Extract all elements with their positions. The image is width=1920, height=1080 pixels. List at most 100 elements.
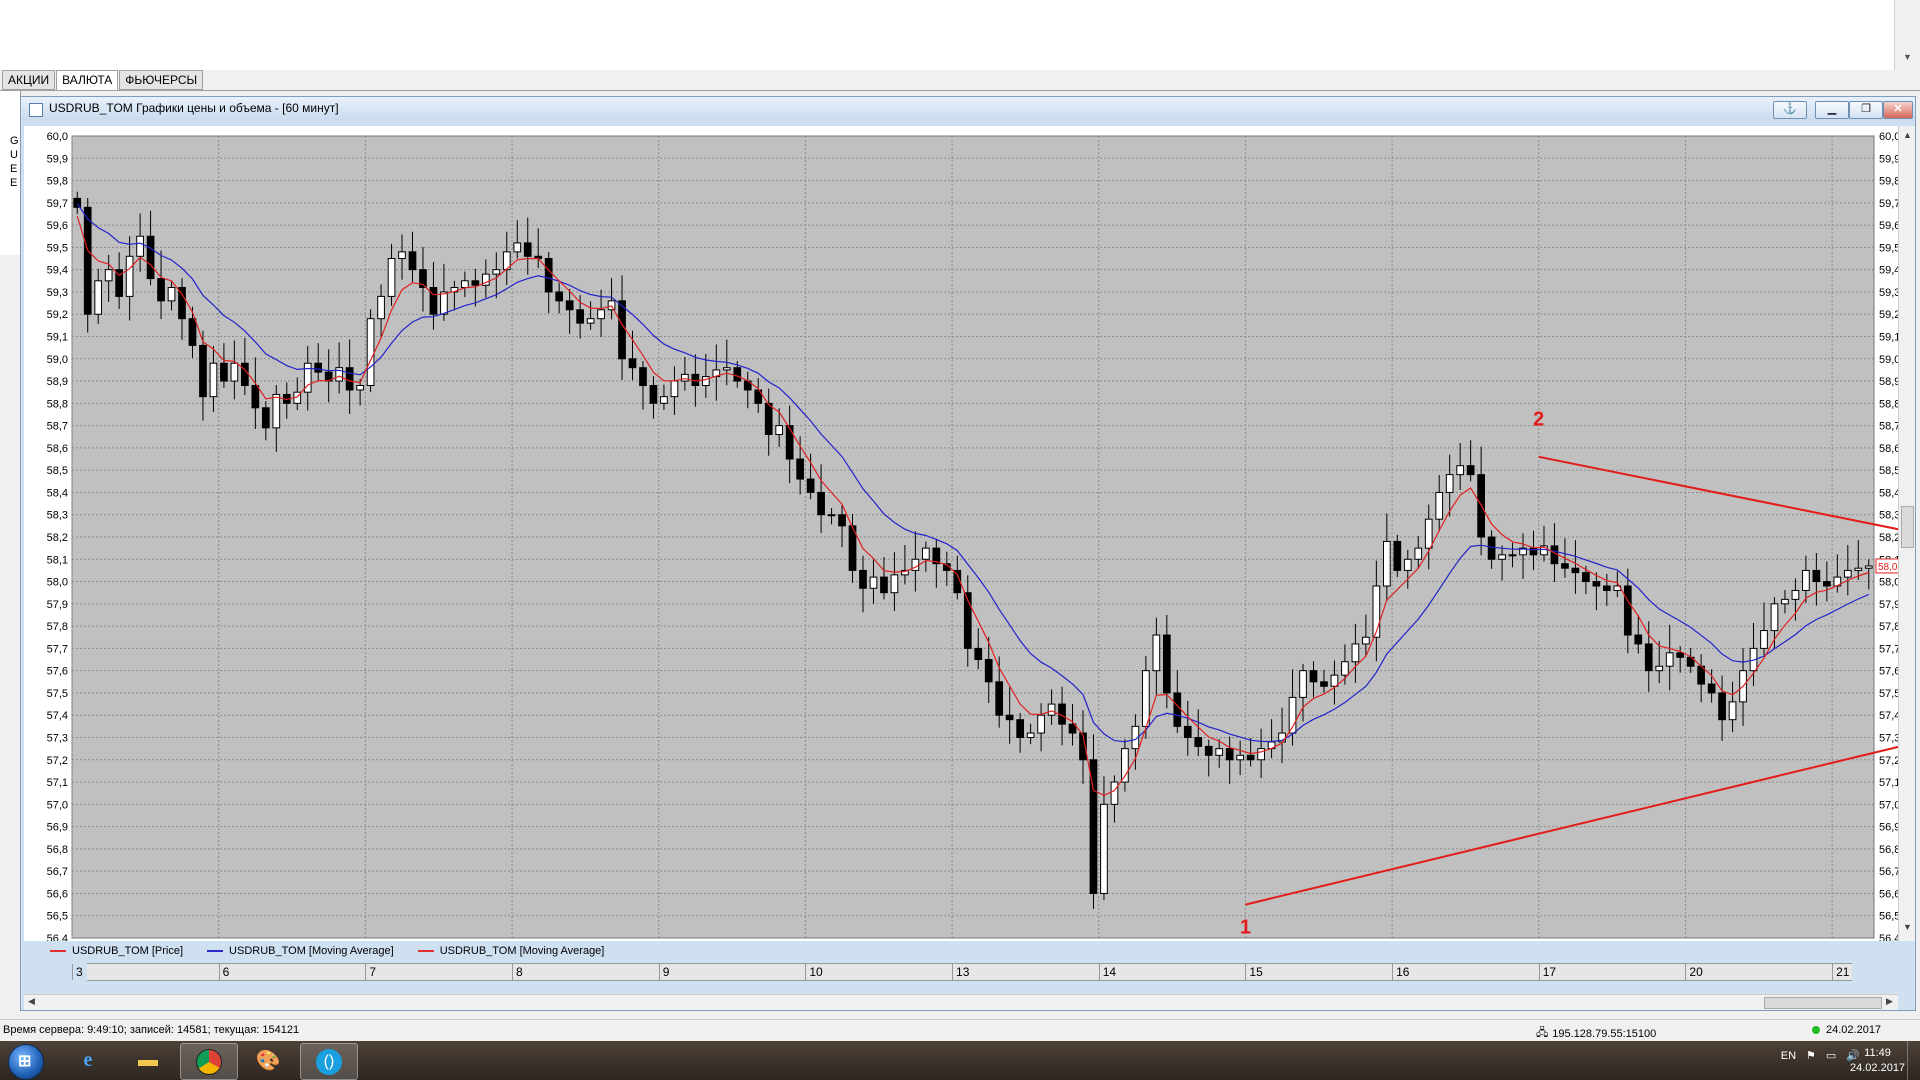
restore-button[interactable]: ❐ — [1849, 101, 1883, 119]
anchor-icon: ⚓ — [1783, 103, 1797, 115]
candle-body — [984, 659, 993, 683]
candle-body — [1812, 569, 1821, 583]
candle-body — [1435, 491, 1444, 520]
paint-icon[interactable]: 🎨 — [255, 1050, 281, 1072]
language-indicator[interactable]: EN — [1780, 1049, 1797, 1062]
candle-body — [146, 235, 155, 280]
candle-body — [995, 681, 1004, 716]
clock[interactable]: 11:49 24.02.2017 — [1850, 1046, 1905, 1076]
date-tick — [72, 964, 73, 980]
candle-body — [157, 278, 165, 302]
scroll-down-icon[interactable]: ▼ — [1903, 52, 1912, 62]
candle-body — [261, 407, 270, 429]
connected-indicator-icon — [1812, 1026, 1820, 1034]
candle-body — [1299, 670, 1307, 698]
chart-area[interactable]: 60,0 60,0 59,9 59,9 59,8 59,8 59,7 59,7 59,6 59,6… — [24, 126, 1920, 945]
candle-body — [649, 385, 658, 404]
close-button[interactable]: ✕ — [1883, 101, 1913, 119]
candle-body — [963, 592, 972, 649]
scroll-right-icon[interactable]: ▶ — [1886, 996, 1893, 1006]
candle-body — [932, 547, 941, 565]
candle-body — [1864, 565, 1873, 569]
tab-stocks[interactable]: АКЦИИ — [2, 70, 56, 90]
minimize-button[interactable]: ▁ — [1815, 101, 1849, 119]
y-tick-label-left: 57,8 — [47, 621, 68, 633]
date-tick — [952, 964, 954, 980]
date-label: 7 — [369, 965, 377, 979]
file-explorer-icon[interactable]: ▬ — [138, 1049, 158, 1071]
trading-app-icon[interactable]: () — [300, 1043, 358, 1080]
y-tick-label-left: 56,7 — [47, 866, 68, 878]
pin-button[interactable]: ⚓ — [1773, 101, 1807, 119]
y-tick-label-left: 58,6 — [47, 443, 68, 455]
network-icon[interactable]: ▭ — [1825, 1050, 1837, 1062]
candle-body — [1215, 748, 1224, 756]
candle-body — [209, 362, 218, 398]
candle-body — [167, 286, 176, 302]
candle-body — [1026, 732, 1035, 738]
legend-item-price: USDRUB_TOM [Price] — [50, 945, 183, 957]
candle-body — [785, 425, 794, 460]
candle-body — [419, 269, 427, 288]
market-tabs: АКЦИИ ВАЛЮТА ФЬЮЧЕРСЫ — [2, 70, 204, 91]
date-label: 13 — [956, 965, 970, 979]
candle-body — [440, 291, 448, 315]
y-tick-label-left: 56,8 — [47, 844, 68, 856]
tab-currency[interactable]: ВАЛЮТА — [56, 70, 119, 91]
y-tick-label-right: 58,2 — [1879, 532, 1898, 544]
candle-body — [1016, 719, 1024, 739]
date-label: 10 — [809, 965, 823, 979]
horizontal-scrollbar[interactable]: ◀ ▶ — [24, 994, 1898, 1010]
candle-body — [1634, 634, 1643, 645]
windows-start-icon[interactable]: ⊞ — [8, 1044, 44, 1080]
candle-body — [1100, 803, 1108, 894]
tab-futures[interactable]: ФЬЮЧЕРСЫ — [119, 70, 204, 90]
candle-body — [408, 251, 417, 271]
date-label: 21 — [1836, 965, 1850, 979]
y-tick-label-right: 57,9 — [1879, 599, 1898, 611]
candle-body — [136, 235, 144, 257]
candle-body — [1079, 732, 1087, 761]
scrollbar-thumb[interactable] — [1764, 997, 1882, 1009]
candle-body — [775, 425, 784, 436]
candle-body — [1655, 665, 1664, 672]
date-axis: 36789101314151617202122 — [72, 963, 1852, 981]
candle-body — [1582, 572, 1590, 583]
volume-icon[interactable]: 🔊 — [1846, 1050, 1860, 1062]
vertical-scrollbar[interactable]: ▲ ▼ — [1898, 126, 1915, 941]
flag-icon[interactable]: ⚑ — [1806, 1050, 1816, 1062]
date-tick — [1538, 964, 1540, 980]
candle-body — [1791, 589, 1800, 600]
y-tick-label-left: 58,3 — [47, 510, 68, 522]
y-tick-label-left: 60,0 — [47, 131, 68, 143]
y-tick-label-right: 56,4 — [1879, 933, 1898, 941]
candle-body — [1246, 754, 1255, 761]
candle-body — [1770, 603, 1779, 632]
scroll-up-icon[interactable]: ▲ — [1903, 130, 1912, 140]
date-tick — [512, 964, 514, 980]
scroll-down-icon[interactable]: ▼ — [1903, 922, 1912, 932]
price-chart[interactable]: 60,0 60,0 59,9 59,9 59,8 59,8 59,7 59,7 59,6 59,6… — [24, 126, 1920, 945]
scroll-left-icon[interactable]: ◀ — [28, 996, 35, 1006]
top-scrollbar[interactable]: ▼ — [1894, 0, 1920, 70]
date-label: 20 — [1689, 965, 1703, 979]
chrome-icon[interactable] — [180, 1043, 238, 1080]
candle-body — [555, 291, 564, 302]
restore-icon: ❐ — [1861, 103, 1871, 115]
show-desktop-button[interactable] — [1907, 1041, 1920, 1080]
y-tick-label-left: 58,0 — [47, 577, 68, 589]
candle-body — [1288, 696, 1297, 734]
scrollbar-thumb[interactable] — [1901, 506, 1914, 548]
candle-body — [471, 280, 480, 286]
candle-body — [1362, 636, 1370, 645]
candle-body — [1718, 692, 1726, 721]
candle-body — [901, 569, 909, 576]
y-tick-label-left: 58,7 — [47, 421, 68, 433]
window-titlebar[interactable]: USDRUB_TOM Графики цены и объема - [60 м… — [21, 97, 1915, 121]
y-tick-label-left: 57,0 — [47, 799, 68, 811]
candle-body — [1728, 701, 1737, 721]
candle-body — [1194, 737, 1203, 747]
y-tick-label-left: 59,9 — [47, 153, 68, 165]
internet-explorer-icon[interactable]: e — [83, 1049, 93, 1071]
background-panel: G U E E — [0, 91, 21, 255]
